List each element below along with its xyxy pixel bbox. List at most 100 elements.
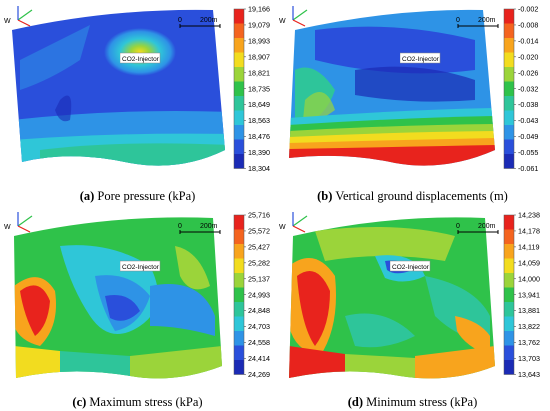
colorbar-swatch (234, 331, 244, 346)
colorbar-tick-label: 13,822 (518, 322, 540, 331)
panel-b: W 0 200m CO2-Injector -0.002 -0.008 -0.014… (275, 0, 550, 205)
scale-bar: 0 200m (456, 223, 499, 234)
colorbar-tick-label: -0.008 (518, 20, 538, 29)
map-a (12, 9, 225, 166)
scale-label: 200m (200, 223, 218, 230)
colorbar-tick-label: 18,563 (248, 116, 270, 125)
surface-c (14, 217, 222, 379)
compass-icon: W (4, 212, 33, 233)
colorbar-tick-label: 18,476 (248, 132, 270, 141)
colorbar-swatch (234, 229, 244, 244)
compass-label: W (279, 18, 286, 25)
compass-label: W (4, 18, 11, 25)
colorbar-swatch (504, 110, 514, 125)
colorbar-tick-label: 18,993 (248, 36, 270, 45)
colorbar-tick-label: -0.055 (518, 148, 538, 157)
colorbar-swatch (504, 273, 514, 288)
colorbar-tick-label: 24,993 (248, 290, 270, 299)
colorbar-tick-label: 14,119 (518, 242, 539, 251)
colorbar-swatch (504, 125, 514, 140)
colorbar-swatch (234, 316, 244, 331)
colorbar-tick-label: -0.049 (518, 132, 538, 141)
map-c (14, 217, 222, 379)
scale-zero: 0 (456, 17, 460, 24)
colorbar-tick-label: -0.043 (518, 116, 538, 125)
colorbar-swatch (234, 287, 244, 302)
colorbar-tick-label: 24,848 (248, 306, 270, 315)
colorbar-swatch (234, 360, 244, 375)
colorbar-tick-label: 24,558 (248, 338, 270, 347)
scale-zero: 0 (178, 17, 182, 24)
colorbar-swatch (234, 38, 244, 53)
compass-icon: W (4, 6, 33, 27)
colorbar-swatch (504, 331, 514, 346)
injector-label: CO2-Injector (400, 52, 441, 64)
colorbar-swatch (504, 38, 514, 53)
injector-label: CO2-Injector (120, 52, 161, 64)
colorbar-swatch (234, 154, 244, 169)
colorbar-swatch (504, 139, 514, 154)
colorbar-tick-label: -0.002 (518, 6, 538, 14)
scale-bar: 0 200m (456, 17, 499, 28)
colorbar-swatch (504, 287, 514, 302)
colorbar-tick-label: 25,427 (248, 242, 270, 251)
colorbar-swatch (504, 215, 514, 230)
surface-b (289, 9, 495, 166)
scale-bar: 0 200m (178, 17, 221, 28)
colorbar-tick-label: 13,941 (518, 290, 540, 299)
colorbar-swatch (504, 360, 514, 375)
colorbar-swatch (234, 9, 244, 24)
colorbar-swatch (504, 316, 514, 331)
caption-b: (b) Vertical ground displacements (m) (317, 189, 508, 203)
colorbar-swatch (504, 9, 514, 24)
colorbar-swatch (234, 125, 244, 140)
colorbar-swatch (234, 96, 244, 111)
colorbar-tick-label: 18,735 (248, 84, 270, 93)
caption-c: (c) Maximum stress (kPa) (72, 395, 203, 409)
colorbar-tick-label: 18,304 (248, 164, 270, 173)
colorbar-tick-label: 18,390 (248, 148, 270, 157)
caption-d: (d) Minimum stress (kPa) (347, 395, 478, 409)
colorbar-tick-label: 25,282 (248, 258, 270, 267)
colorbar-swatch (234, 302, 244, 317)
scale-bar: 0 200m (178, 223, 221, 234)
colorbar-swatch (234, 23, 244, 38)
panel-a: W 0 200m CO2-Injector 19,166 19,079 18,993… (0, 0, 275, 205)
injector-label: CO2-Injector (120, 260, 161, 272)
colorbar-tick-label: 13,703 (518, 354, 540, 363)
scale-label: 200m (200, 17, 218, 24)
colorbar-tick-label: 25,137 (248, 274, 270, 283)
colorbar-swatch (234, 345, 244, 360)
colorbar-swatch (234, 244, 244, 259)
colorbar-swatch (504, 229, 514, 244)
colorbar-tick-label: 19,166 (248, 6, 270, 14)
colorbar-swatch (234, 110, 244, 125)
panel-d: W 0 200m CO2-Injector 14,238 14,178 14,119… (275, 206, 550, 411)
panel-c: W 0 200m CO2-Injector 25,716 25,572 25,427… (0, 206, 275, 411)
colorbar-tick-label: 13,762 (518, 338, 540, 347)
injector-label: CO2-Injector (390, 260, 431, 272)
compass-label: W (279, 224, 286, 231)
colorbar-swatch (504, 154, 514, 169)
colorbar-swatch (504, 96, 514, 111)
colorbar-tick-label: 24,703 (248, 322, 270, 331)
colorbar-d: 14,238 14,178 14,119 14,059 14,000 13,941 13,8… (503, 212, 540, 379)
caption-a: (a) Pore pressure (kPa) (79, 189, 196, 203)
colorbar-tick-label: 14,178 (518, 226, 540, 235)
colorbar-tick-label: 25,572 (248, 226, 270, 235)
colorbar-tick-label: -0.026 (518, 68, 538, 77)
scale-label: 200m (478, 223, 496, 230)
colorbar-swatch (234, 273, 244, 288)
colorbar-tick-label: -0.020 (518, 52, 538, 61)
colorbar-tick-label: 18,821 (248, 68, 270, 77)
colorbar-tick-label: 14,000 (518, 274, 540, 283)
colorbar-swatch (234, 258, 244, 273)
colorbar-swatch (504, 302, 514, 317)
scale-label: 200m (478, 17, 496, 24)
colorbar-tick-label: 14,238 (518, 212, 540, 220)
colorbar-swatch (504, 23, 514, 38)
colorbar-tick-label: -0.061 (518, 164, 538, 173)
scale-zero: 0 (178, 223, 182, 230)
colorbar-tick-label: -0.038 (518, 100, 538, 109)
svg-text:CO2-Injector: CO2-Injector (122, 264, 160, 271)
